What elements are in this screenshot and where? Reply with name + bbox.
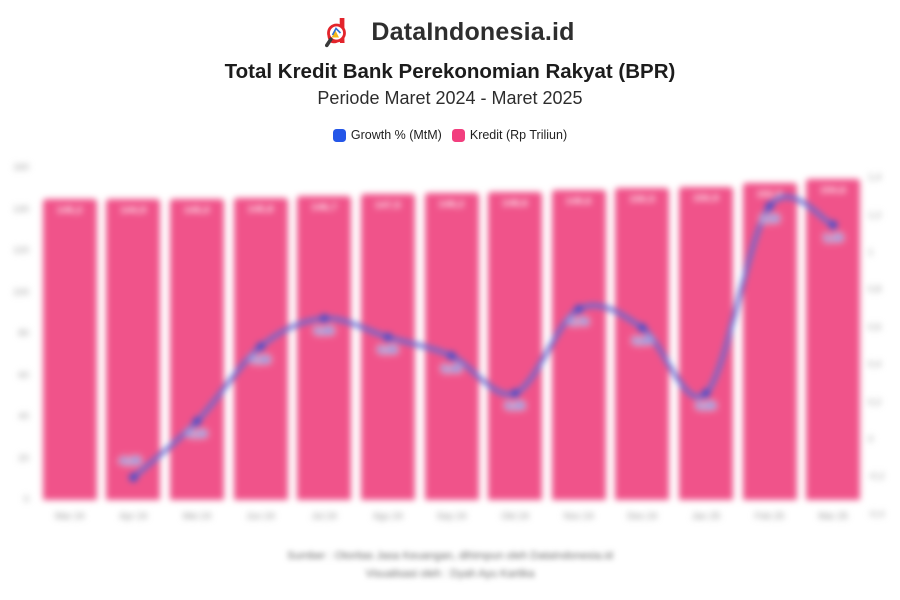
bar: [806, 179, 861, 500]
x-axis-label: Nov 24: [563, 511, 594, 522]
footer-credit: Visualisasi oleh : Dyah Ayu Kartika: [365, 568, 535, 580]
bar-value-label: 150,5: [629, 193, 656, 205]
y-axis-left-tick: 0: [23, 494, 29, 505]
y-axis-right-tick: 0,6: [868, 321, 882, 333]
bar-value-label: 149,6: [565, 195, 592, 207]
y-axis-left-tick: 140: [13, 203, 29, 215]
line-point: [256, 342, 265, 351]
bar-value-label: 148,6: [502, 197, 528, 209]
line-point-label: 0,25: [505, 401, 525, 413]
line-point: [638, 323, 647, 333]
bar: [742, 182, 797, 500]
x-axis-label: Apr 24: [119, 511, 148, 522]
legend-swatch-kredit-icon: [451, 128, 465, 142]
brand-name: DataIndonesia.id: [371, 17, 575, 46]
footer-source: Sumber : Otoritas Jasa Keuangan, dihimpu…: [287, 550, 613, 562]
y-axis-right-tick: 0,8: [868, 284, 882, 296]
bar: [551, 189, 606, 500]
line-point-label: 0,70: [568, 317, 589, 329]
line-point: [574, 304, 584, 314]
bar-value-label: 147,5: [375, 199, 401, 211]
brand: d DataIndonesia.id: [0, 12, 900, 52]
y-axis-right-tick: 0,4: [868, 359, 882, 371]
bar: [297, 195, 352, 500]
x-axis-label: Des 24: [627, 511, 658, 522]
bar: [42, 198, 97, 500]
chart-title: Total Kredit Bank Perekonomian Rakyat (B…: [224, 60, 676, 83]
line-point: [828, 220, 838, 230]
y-axis-left-tick: 160: [13, 162, 29, 173]
line-point: [510, 388, 520, 398]
bar-value-label: 146,7: [311, 201, 338, 213]
bar: [488, 191, 543, 500]
y-axis-right-tick: 1: [868, 247, 874, 258]
line-point-label: 0,55: [378, 345, 398, 357]
legend-swatch-growth-icon: [332, 128, 346, 142]
line-point-label: 0,10: [187, 429, 207, 441]
line-point-label: 0,45: [441, 363, 462, 375]
line-point-label: 0,65: [314, 326, 334, 338]
bar: [424, 192, 479, 500]
line-point-label: -0,20: [118, 456, 141, 468]
bar: [170, 199, 224, 500]
bar-value-label: 154,6: [820, 185, 847, 197]
bar-value-label: 144,9: [120, 205, 147, 217]
line-point: [319, 314, 329, 323]
x-axis-label: Jul 24: [311, 511, 337, 522]
legend-label-kredit: Kredit (Rp Triliun): [469, 128, 568, 142]
y-axis-right-tick: 0,2: [868, 396, 882, 408]
y-axis-left-tick: 60: [18, 369, 29, 381]
bar: [615, 187, 670, 500]
bar: [679, 186, 733, 500]
x-axis-label: Jun 24: [246, 511, 275, 522]
x-axis-label: Mei 24: [182, 511, 212, 522]
bar: [360, 193, 415, 500]
line-point-label: 0,60: [632, 335, 653, 347]
y-axis-right-tick: -0,2: [868, 471, 885, 483]
x-axis-label: Mar 25: [818, 511, 848, 522]
line-point-label: 0,25: [696, 401, 716, 413]
legend-label-growth: Growth % (MtM): [350, 128, 442, 142]
y-axis-left-tick: 100: [13, 286, 29, 298]
line-point: [383, 332, 393, 342]
x-axis-label: Sep 24: [436, 511, 467, 522]
bar-value-label: 145,0: [184, 205, 210, 217]
y-axis-right-tick: -0,4: [868, 508, 885, 520]
bar-value-label: 152,8: [756, 188, 783, 200]
line-point-label: 1,15: [823, 233, 843, 244]
bar-value-label: 145,2: [56, 204, 83, 216]
x-axis-label: Agu 24: [372, 511, 403, 522]
line-point-label: 1,25: [759, 214, 780, 226]
x-axis-label: Mar 24: [55, 511, 85, 522]
bar-value-label: 148,2: [438, 198, 465, 210]
line-point: [192, 417, 202, 426]
legend-item-kredit: Kredit (Rp Triliun): [451, 128, 568, 142]
line-point: [765, 201, 774, 211]
bar: [106, 199, 161, 500]
bar-value-label: 150,9: [693, 192, 719, 204]
bar-value-label: 145,8: [247, 203, 274, 215]
y-axis-left-tick: 40: [18, 411, 29, 422]
y-axis-right-tick: 0: [868, 434, 874, 445]
line-point: [129, 473, 138, 482]
line-point-label: 0,50: [250, 354, 271, 366]
footer: Sumber : Otoritas Jasa Keuangan, dihimpu…: [0, 547, 900, 583]
line-point: [447, 351, 456, 361]
y-axis-left-tick: 120: [13, 245, 29, 256]
x-axis-label: Feb 25: [754, 511, 785, 522]
y-axis-left-tick: 20: [18, 452, 29, 464]
y-axis-right-tick: 1,4: [868, 172, 882, 184]
y-axis-left-tick: 80: [18, 328, 29, 339]
y-axis-right-tick: 1,2: [868, 209, 882, 221]
x-axis-label: Jan 25: [691, 511, 721, 522]
chart-legend: Growth % (MtM) Kredit (Rp Triliun): [0, 128, 900, 142]
legend-item-growth: Growth % (MtM): [332, 128, 442, 142]
brand-logo-icon: d: [325, 12, 362, 52]
x-axis-label: Okt 24: [501, 511, 530, 522]
line-point: [701, 388, 711, 398]
chart-subtitle: Periode Maret 2024 - Maret 2025: [317, 88, 583, 108]
